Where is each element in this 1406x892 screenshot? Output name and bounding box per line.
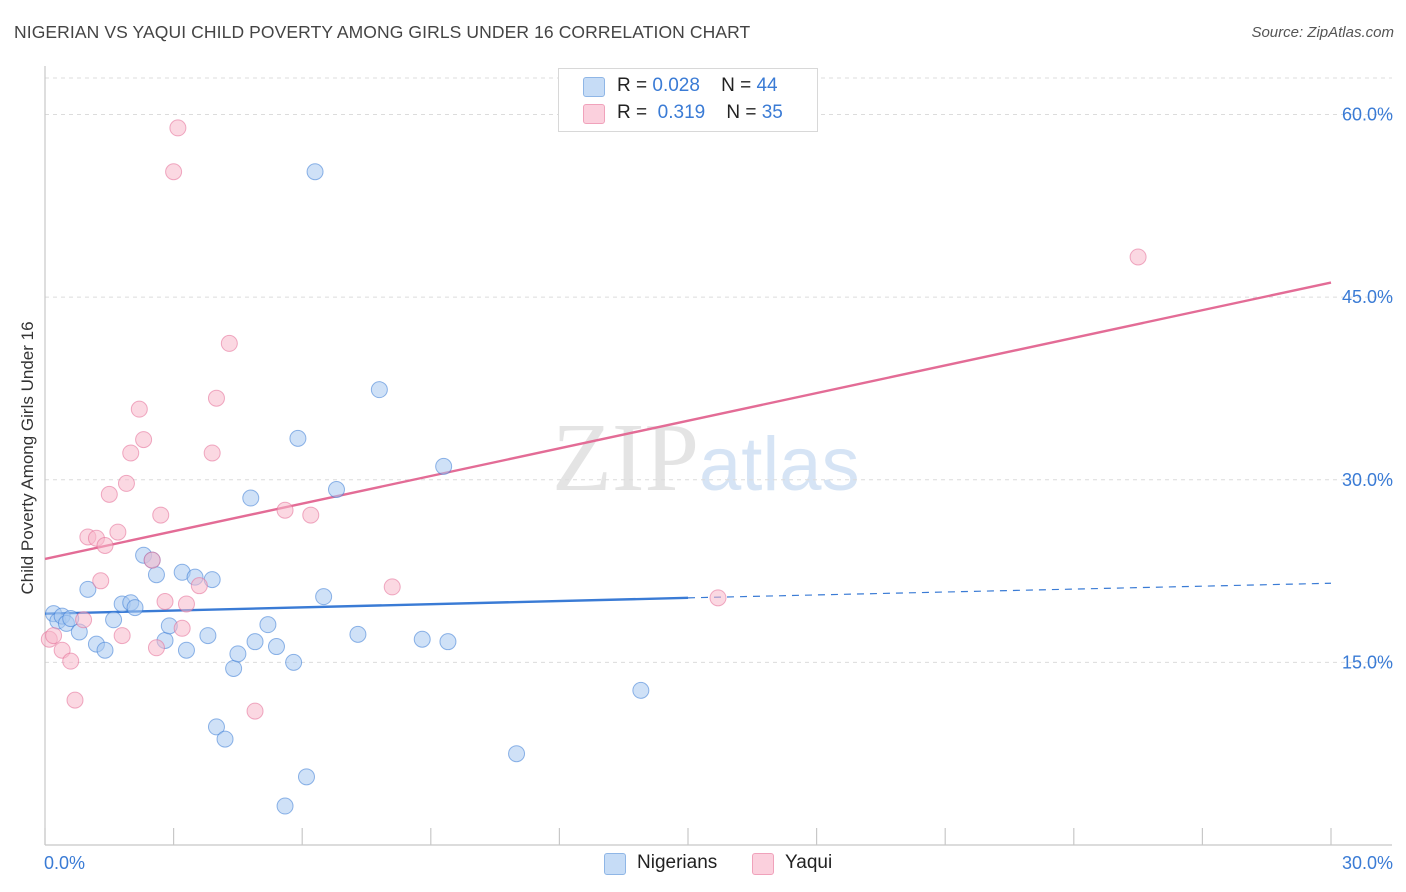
yaqui-point xyxy=(66,691,84,709)
watermark-atlas: atlas xyxy=(699,422,860,507)
yaqui-point xyxy=(122,444,140,462)
yaqui-point xyxy=(130,400,148,418)
chart-title: NIGERIAN VS YAQUI CHILD POVERTY AMONG GI… xyxy=(14,22,751,42)
yaqui-point xyxy=(152,506,170,524)
yaqui-point xyxy=(169,119,187,137)
nigerians-point xyxy=(289,429,307,447)
nigerians-point xyxy=(246,633,264,651)
nigerians-point xyxy=(306,163,324,181)
nigerians-point xyxy=(242,489,260,507)
y-axis-title: Child Poverty Among Girls Under 16 xyxy=(18,321,37,594)
nigerians-point xyxy=(207,718,225,736)
x-tick-label: 30.0% xyxy=(1342,853,1393,873)
yaqui-point xyxy=(709,589,727,607)
yaqui-point xyxy=(177,595,195,613)
yaqui-point xyxy=(147,639,165,657)
yaqui-point xyxy=(165,163,183,181)
legend-r-label: R = xyxy=(617,102,648,123)
legend-n-label: N = xyxy=(721,75,752,96)
nigerians-point xyxy=(105,611,123,629)
yaqui-point xyxy=(100,485,118,503)
legend-label-yaqui: Yaqui xyxy=(785,852,833,873)
trend-lines xyxy=(44,281,1332,615)
nigerians-point xyxy=(413,630,431,648)
yaqui-point xyxy=(75,611,93,629)
nigerians-point xyxy=(285,653,303,671)
nigerians-point xyxy=(96,641,114,659)
watermark-zip: ZIP xyxy=(552,404,699,512)
yaqui-point xyxy=(383,578,401,596)
nigerians-point xyxy=(435,457,453,475)
tick-labels: 15.0% 30.0% 45.0% 60.0% 0.0% 30.0% xyxy=(44,105,1393,873)
axes xyxy=(44,66,1392,846)
yaqui-point xyxy=(135,431,153,449)
nigerians-point xyxy=(259,616,277,634)
source-note: Source: ZipAtlas.com xyxy=(1251,24,1394,41)
nigerians-point xyxy=(315,588,333,606)
correlation-legend: R = 0.028 N = 44 R = 0.319 N = 35 xyxy=(558,68,818,132)
legend-r-value: 0.028 xyxy=(652,75,700,96)
legend-n-value: 44 xyxy=(756,75,778,96)
nigerians-point xyxy=(370,381,388,399)
yaqui-point xyxy=(45,627,63,645)
nigerians-point xyxy=(508,745,526,763)
legend-swatch-yaqui xyxy=(583,104,605,124)
nigerians-point xyxy=(276,797,294,815)
legend-swatch-yaqui xyxy=(752,853,774,875)
yaqui-trend-line xyxy=(44,281,1332,561)
yaqui-point xyxy=(276,501,294,519)
watermark: ZIPatlas xyxy=(552,402,860,514)
yaqui-point xyxy=(190,577,208,595)
nigerians-point xyxy=(349,625,367,643)
data-points xyxy=(40,119,1147,815)
yaqui-point xyxy=(203,444,221,462)
x-tick-label: 0.0% xyxy=(44,853,85,873)
grid-lines xyxy=(45,77,1392,663)
yaqui-point xyxy=(109,523,127,541)
nigerians-point xyxy=(327,481,345,499)
nigerians-trend-line-dashed xyxy=(687,582,1332,599)
legend-swatch-nigerians xyxy=(604,853,626,875)
yaqui-point xyxy=(302,506,320,524)
nigerians-point xyxy=(199,627,217,645)
nigerians-trend-line xyxy=(44,596,689,615)
nigerians-point xyxy=(216,730,234,748)
nigerians-point xyxy=(632,681,650,699)
yaqui-point xyxy=(117,474,135,492)
legend-n-label: N = xyxy=(726,102,757,123)
nigerians-point xyxy=(79,580,97,598)
yaqui-point xyxy=(62,652,80,670)
yaqui-point xyxy=(246,702,264,720)
legend-r-label: R = xyxy=(617,75,648,96)
yaqui-point xyxy=(143,551,161,569)
yaqui-point xyxy=(173,619,191,637)
yaqui-point xyxy=(113,627,131,645)
y-tick-label: 15.0% xyxy=(1342,652,1393,672)
yaqui-point xyxy=(96,537,114,555)
legend-n-value: 35 xyxy=(761,102,783,123)
nigerians-point xyxy=(229,645,247,663)
legend-label-nigerians: Nigerians xyxy=(637,852,718,873)
yaqui-point xyxy=(207,389,225,407)
legend-r-value: 0.319 xyxy=(657,102,706,123)
yaqui-point xyxy=(92,572,110,590)
nigerians-point xyxy=(225,659,243,677)
legend-swatch-nigerians xyxy=(583,77,605,97)
y-tick-label: 30.0% xyxy=(1342,470,1393,490)
yaqui-point xyxy=(156,593,174,611)
nigerians-point xyxy=(147,566,165,584)
nigerians-point xyxy=(297,768,315,786)
y-tick-label: 45.0% xyxy=(1342,287,1393,307)
nigerians-point xyxy=(177,641,195,659)
yaqui-point xyxy=(1129,248,1147,266)
nigerians-point xyxy=(126,599,144,617)
nigerians-point xyxy=(267,638,285,656)
yaqui-point xyxy=(220,334,238,352)
nigerians-point xyxy=(439,633,457,651)
y-tick-label: 60.0% xyxy=(1342,105,1393,125)
